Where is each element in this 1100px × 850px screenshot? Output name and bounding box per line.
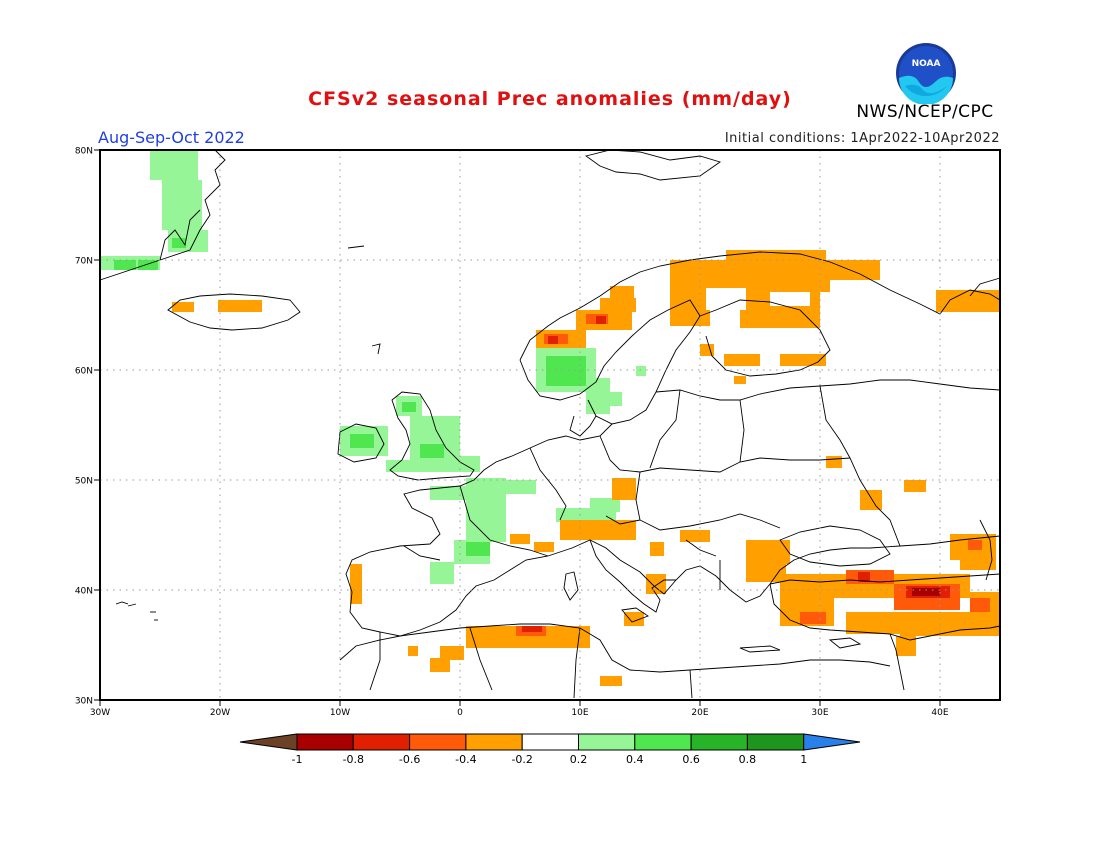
colorbar-low-arrow <box>239 733 298 751</box>
lat-label: 60N <box>75 367 93 377</box>
colorbar-segment <box>634 733 692 751</box>
initial-conditions-label: Initial conditions: 1Apr2022-10Apr2022 <box>724 131 1000 146</box>
lon-label: 30W <box>90 708 110 718</box>
colorbar-segment <box>296 733 354 751</box>
lon-label: 40E <box>931 708 948 718</box>
lon-label: 20E <box>691 708 708 718</box>
lat-label: 40N <box>75 587 93 597</box>
lat-label: 30N <box>75 697 93 707</box>
colorbar-label: 0.4 <box>626 753 644 766</box>
colorbar-label: -1 <box>292 753 303 766</box>
longitude-labels: 30W 20W 10W 0 10E 20E 30E 40E <box>90 700 949 718</box>
colorbar-segment <box>578 733 636 751</box>
colorbar-label: 0.8 <box>739 753 757 766</box>
season-label: Aug-Sep-Oct 2022 <box>98 128 245 147</box>
organization-label: NWS/NCEP/CPC <box>856 102 994 122</box>
colorbar-segment <box>746 733 805 751</box>
colorbar-label: -0.6 <box>399 753 420 766</box>
lon-label: 20W <box>210 708 230 718</box>
colorbar-label: 0.2 <box>570 753 588 766</box>
colorbar-segment <box>465 733 523 751</box>
colorbar-label: -0.8 <box>343 753 364 766</box>
coastlines <box>99 149 1001 699</box>
lat-label: 70N <box>75 257 93 267</box>
lon-label: 0 <box>457 708 463 718</box>
colorbar-segment <box>521 733 580 751</box>
lon-label: 10W <box>330 708 350 718</box>
map-title: CFSv2 seasonal Prec anomalies (mm/day) <box>308 88 792 110</box>
colorbar-label: 1 <box>800 753 807 766</box>
colorbar-label: -0.2 <box>511 753 532 766</box>
colorbar-label: 0.6 <box>682 753 700 766</box>
lon-label: 30E <box>811 708 828 718</box>
colorbar: -1 -0.8 -0.6 -0.4 -0.2 0.2 0.4 0.6 0.8 1 <box>239 733 861 766</box>
lat-label: 50N <box>75 477 93 487</box>
colorbar-segment <box>352 733 411 751</box>
latitude-labels: 80N 70N 60N 50N 40N 30N <box>75 147 100 707</box>
logo-text: NOAA <box>912 59 941 69</box>
atlantic-islands <box>115 245 381 621</box>
anomaly-cells <box>100 150 1000 686</box>
graticule <box>100 150 1000 700</box>
map-frame <box>99 149 1001 701</box>
colorbar-segment <box>409 733 467 751</box>
lon-label: 10E <box>571 708 588 718</box>
colorbar-high-arrow <box>803 733 861 751</box>
colorbar-segment <box>690 733 748 751</box>
colorbar-label: -0.4 <box>455 753 476 766</box>
noaa-logo: NOAA <box>896 43 956 104</box>
lat-label: 80N <box>75 147 93 157</box>
